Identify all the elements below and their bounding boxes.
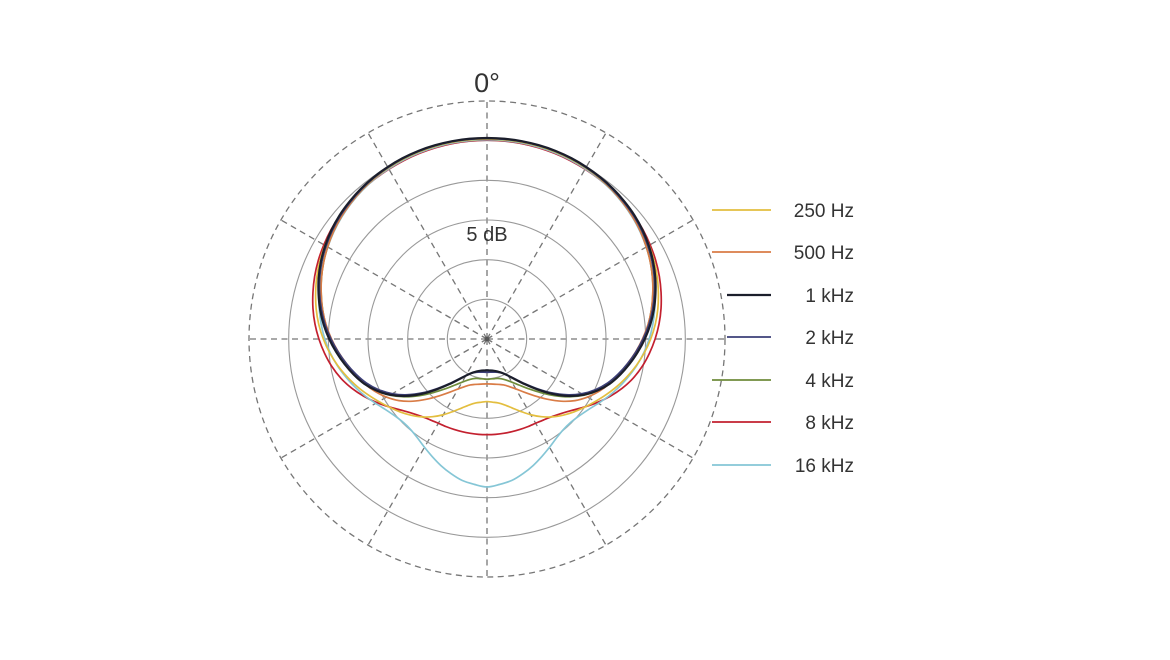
- svg-text:250 Hz: 250 Hz: [794, 201, 854, 222]
- svg-text:1 kHz: 1 kHz: [805, 286, 854, 307]
- svg-text:2 kHz: 2 kHz: [805, 328, 854, 349]
- svg-text:8 kHz: 8 kHz: [805, 413, 854, 434]
- svg-text:4 kHz: 4 kHz: [805, 371, 854, 392]
- svg-text:500 Hz: 500 Hz: [794, 243, 854, 264]
- svg-text:0°: 0°: [474, 68, 500, 98]
- svg-text:5 dB: 5 dB: [466, 224, 507, 246]
- svg-text:16 kHz: 16 kHz: [795, 456, 854, 477]
